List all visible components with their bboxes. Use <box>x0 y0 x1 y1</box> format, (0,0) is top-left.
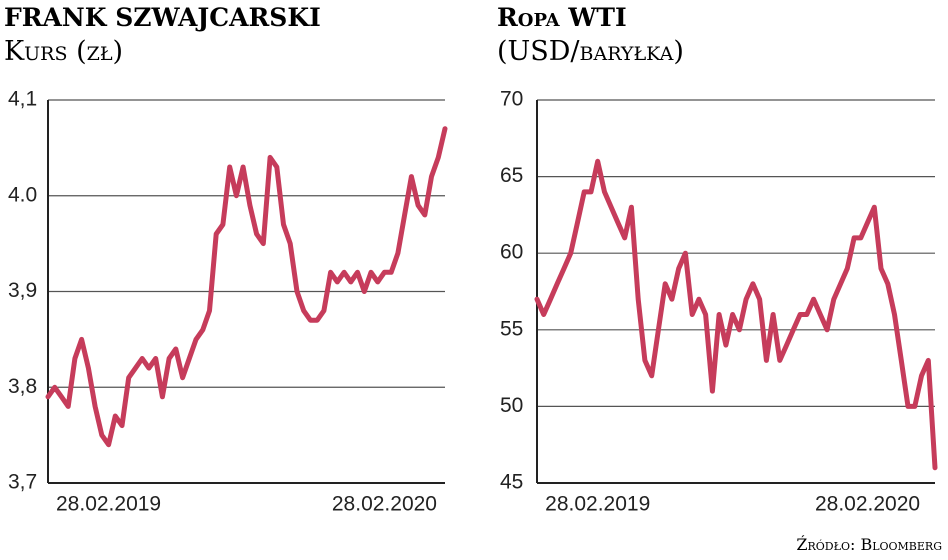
y-tick-label: 4,1 <box>8 88 37 111</box>
y-tick-label: 65 <box>500 164 523 187</box>
source: Źródło: Bloomberg <box>796 534 942 554</box>
y-tick-label: 45 <box>500 471 523 494</box>
x-tick-label: 28.02.2020 <box>332 493 437 516</box>
y-tick-label: 60 <box>500 241 523 264</box>
chart-subtitle: (USD/baryłka) <box>497 36 684 67</box>
y-tick-label: 70 <box>500 88 523 111</box>
line <box>45 126 448 448</box>
x-tick-label: 28.02.2019 <box>545 493 650 516</box>
y-tick-label: 3,7 <box>8 471 37 494</box>
y-tick-label: 3,9 <box>8 279 37 302</box>
x-tick-label: 28.02.2019 <box>56 493 161 516</box>
y-tick-label: 50 <box>500 394 523 417</box>
chart-title: FRANK SZWAJCARSKI <box>4 3 321 32</box>
y-tick-label: 55 <box>500 317 523 340</box>
y-tick-label: 3,8 <box>8 375 37 398</box>
chart-subtitle: Kurs (zł) <box>4 36 123 67</box>
y-tick-label: 4.0 <box>8 183 37 206</box>
chart-title: Ropa WTI <box>497 3 627 32</box>
x-tick-label: 28.02.2020 <box>815 493 920 516</box>
line <box>534 158 938 471</box>
